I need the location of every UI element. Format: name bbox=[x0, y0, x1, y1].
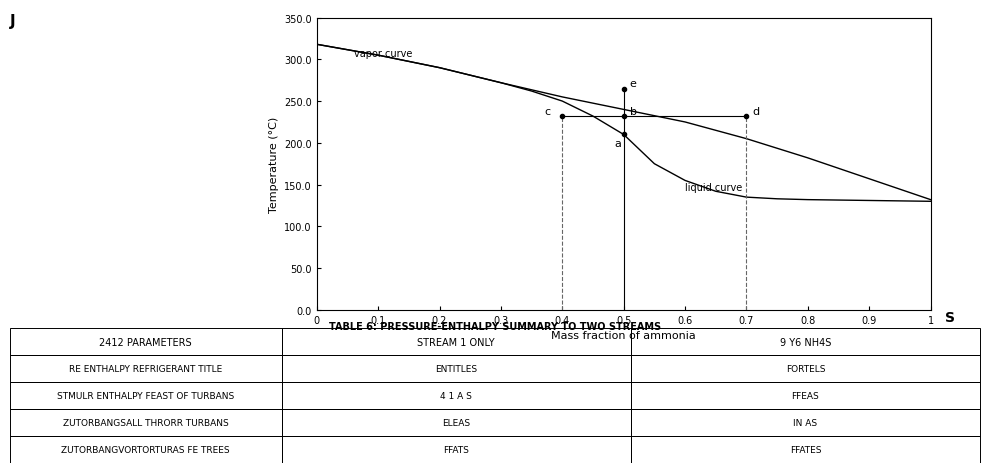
Text: FFEAS: FFEAS bbox=[792, 391, 820, 400]
Bar bbox=[281, 382, 631, 409]
Text: STMULR ENTHALPY FEAST OF TURBANS: STMULR ENTHALPY FEAST OF TURBANS bbox=[57, 391, 235, 400]
Bar bbox=[10, 356, 281, 382]
Text: S: S bbox=[945, 310, 955, 324]
Bar bbox=[10, 436, 281, 463]
Bar bbox=[281, 436, 631, 463]
Bar bbox=[10, 409, 281, 436]
Bar bbox=[631, 382, 980, 409]
Text: ZUTORBANGVORTORTURAS FE TREES: ZUTORBANGVORTORTURAS FE TREES bbox=[61, 445, 230, 454]
Bar bbox=[10, 382, 281, 409]
Text: vapor curve: vapor curve bbox=[353, 49, 412, 59]
Text: RE ENTHALPY REFRIGERANT TITLE: RE ENTHALPY REFRIGERANT TITLE bbox=[69, 364, 223, 374]
Text: J: J bbox=[10, 14, 16, 29]
Text: FFATES: FFATES bbox=[790, 445, 822, 454]
Text: 9 Y6 NH4S: 9 Y6 NH4S bbox=[780, 337, 832, 347]
Text: TABLE 6: PRESSURE-ENTHALPY SUMMARY TO TWO STREAMS: TABLE 6: PRESSURE-ENTHALPY SUMMARY TO TW… bbox=[329, 322, 661, 332]
X-axis label: Mass fraction of ammonia: Mass fraction of ammonia bbox=[551, 331, 696, 341]
Bar bbox=[631, 329, 980, 356]
Text: a: a bbox=[615, 139, 622, 149]
Bar bbox=[281, 329, 631, 356]
Text: FFATS: FFATS bbox=[444, 445, 469, 454]
Text: 2412 PARAMETERS: 2412 PARAMETERS bbox=[99, 337, 192, 347]
Bar bbox=[631, 409, 980, 436]
Text: ENTITLES: ENTITLES bbox=[436, 364, 477, 374]
Text: e: e bbox=[630, 79, 637, 89]
Bar bbox=[10, 329, 281, 356]
Text: FORTELS: FORTELS bbox=[786, 364, 826, 374]
Bar bbox=[281, 409, 631, 436]
Bar bbox=[631, 356, 980, 382]
Bar bbox=[281, 356, 631, 382]
Text: liquid curve: liquid curve bbox=[685, 183, 742, 193]
Text: IN AS: IN AS bbox=[793, 418, 818, 427]
Text: c: c bbox=[544, 106, 550, 116]
Text: ZUTORBANGSALL THRORR TURBANS: ZUTORBANGSALL THRORR TURBANS bbox=[62, 418, 229, 427]
Text: STREAM 1 ONLY: STREAM 1 ONLY bbox=[418, 337, 495, 347]
Text: b: b bbox=[630, 106, 637, 116]
Y-axis label: Temperature (°C): Temperature (°C) bbox=[268, 116, 278, 213]
Text: d: d bbox=[752, 106, 759, 116]
Text: ELEAS: ELEAS bbox=[443, 418, 470, 427]
Bar bbox=[631, 436, 980, 463]
Text: 4 1 A S: 4 1 A S bbox=[441, 391, 472, 400]
